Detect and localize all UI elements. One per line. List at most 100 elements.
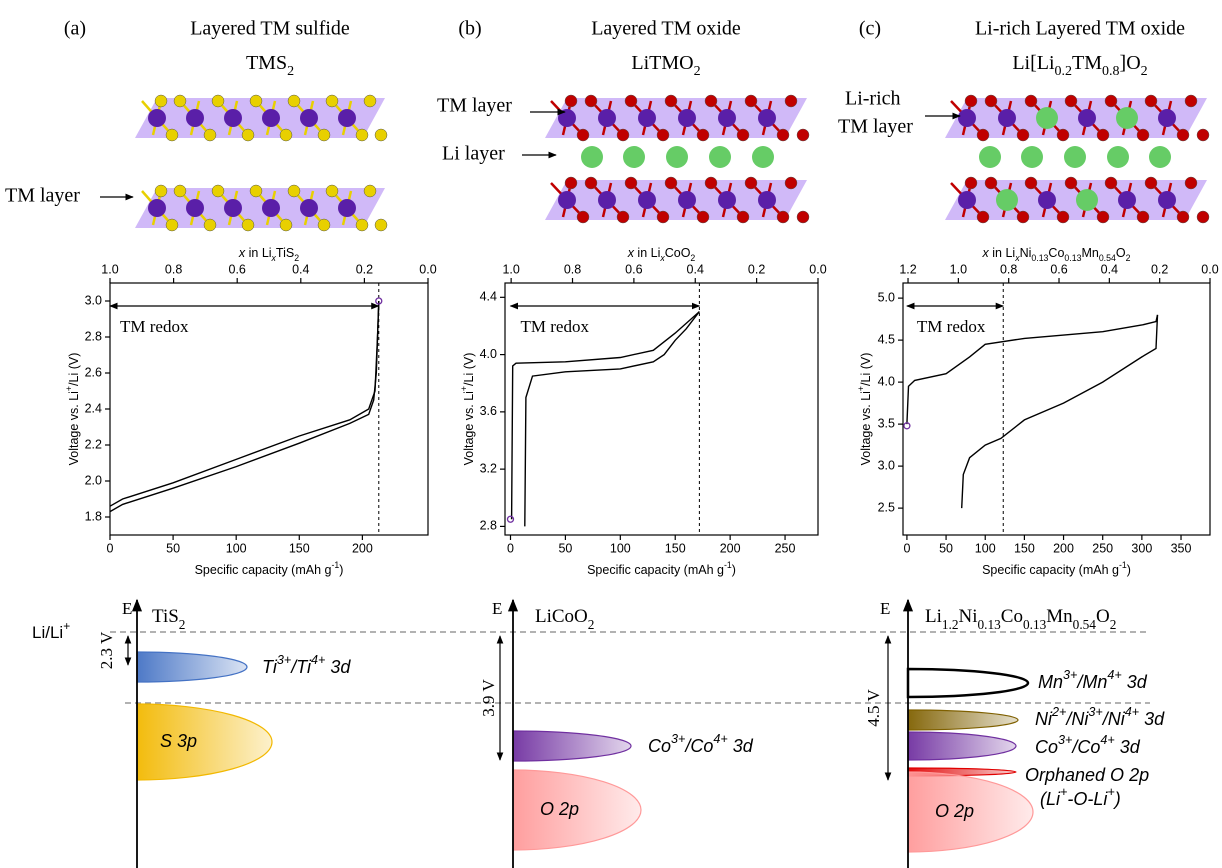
text-part: 4+ xyxy=(1100,733,1114,747)
text-part: 1.2 xyxy=(942,617,959,632)
anion xyxy=(1104,94,1118,108)
tm-atom xyxy=(958,109,976,127)
x2-tick-label: 1.2 xyxy=(899,262,916,276)
x-axis-label: Specific capacity (mAh g-1) xyxy=(982,560,1131,577)
anion xyxy=(796,210,810,224)
anion xyxy=(1016,128,1030,142)
energy-axis-label: E xyxy=(880,599,890,618)
anion xyxy=(584,94,598,108)
text-part: Co xyxy=(1001,606,1023,627)
text-part: 0.13 xyxy=(978,617,1002,632)
text-part: -O-Li xyxy=(1067,789,1108,809)
anion xyxy=(1064,176,1078,190)
anion xyxy=(576,128,590,142)
text-part: x xyxy=(271,253,277,263)
anion xyxy=(279,218,293,232)
li-atom xyxy=(752,146,774,168)
text-part: 2 xyxy=(294,253,299,263)
tm-atom xyxy=(1118,191,1136,209)
text-part: Specific capacity (mAh g xyxy=(982,563,1119,577)
compound: LiCoO2 xyxy=(535,606,594,631)
text-part: 2 xyxy=(694,64,701,79)
anion xyxy=(564,176,578,190)
layer-label: TM layer xyxy=(5,185,80,207)
band-label: Co3+/Co4+ 3d xyxy=(648,732,754,755)
li-atom xyxy=(1107,146,1129,168)
anion xyxy=(784,176,798,190)
text-part: 2 xyxy=(287,64,294,79)
y-tick-label: 3.5 xyxy=(878,416,895,430)
panel-formula: LiTMO2 xyxy=(631,52,700,79)
panel-title: Layered TM sulfide xyxy=(190,18,350,40)
text-part: x xyxy=(659,253,665,263)
text-part: ) xyxy=(1113,789,1121,809)
anion xyxy=(736,210,750,224)
text-part: 3d xyxy=(728,736,754,756)
tm-atom xyxy=(148,109,166,127)
marker xyxy=(506,515,515,523)
li-atom xyxy=(623,146,645,168)
compound: Li1.2Ni0.13Co0.13Mn0.54O2 xyxy=(925,606,1116,631)
x2-axis-label: x in LixCoO2 xyxy=(627,246,696,263)
anion xyxy=(173,94,187,108)
text-part: -1 xyxy=(1119,560,1127,570)
anion xyxy=(241,218,255,232)
x-tick-label: 100 xyxy=(226,541,247,555)
text-part: Voltage vs. Li xyxy=(462,391,476,465)
band-label: (Li+-O-Li+) xyxy=(1040,785,1121,808)
text-part: ]O xyxy=(1120,52,1141,74)
x2-tick-label: 0.8 xyxy=(165,262,182,276)
x-tick-label: 200 xyxy=(352,541,373,555)
x2-tick-label: 0.0 xyxy=(419,262,436,276)
anion xyxy=(664,176,678,190)
anion xyxy=(1176,210,1190,224)
anion xyxy=(564,94,578,108)
tm-atom xyxy=(598,191,616,209)
y-tick-label: 2.0 xyxy=(85,473,102,487)
x-tick-label: 0 xyxy=(107,541,114,555)
anion xyxy=(736,128,750,142)
anion xyxy=(624,94,638,108)
text-part: 2 xyxy=(1141,64,1148,79)
anion xyxy=(241,128,255,142)
tm-atom xyxy=(678,109,696,127)
anion xyxy=(203,128,217,142)
anion xyxy=(317,128,331,142)
x2-axis-label: x in LixNi0.13Co0.13Mn0.54O2 xyxy=(982,246,1131,263)
anion xyxy=(165,218,179,232)
text-part: 3d xyxy=(325,657,351,677)
anion xyxy=(624,176,638,190)
text-part: Co xyxy=(648,736,671,756)
tm-atom xyxy=(638,191,656,209)
x-tick-label: 150 xyxy=(289,541,310,555)
anion xyxy=(211,184,225,198)
text-part: 0.13 xyxy=(1064,253,1081,263)
text-part: Orphaned O 2p xyxy=(1025,765,1149,785)
text-part: + xyxy=(459,386,469,391)
x-tick-label: 100 xyxy=(975,541,996,555)
curve xyxy=(906,314,1159,425)
tm-atom xyxy=(998,109,1016,127)
y-tick-label: 2.2 xyxy=(85,437,102,451)
text-part: Li[Li xyxy=(1012,52,1055,74)
panel-label: (b) xyxy=(458,18,481,40)
text-part: 3d xyxy=(1139,709,1165,729)
text-part: + xyxy=(1060,785,1067,799)
x2-tick-label: 0.8 xyxy=(564,262,581,276)
text-part: + xyxy=(1107,785,1114,799)
panel-formula: Li[Li0.2TM0.8]O2 xyxy=(1012,52,1147,79)
text-part: Li xyxy=(925,606,942,627)
anion xyxy=(1096,128,1110,142)
layer-label: TM layer xyxy=(437,95,512,117)
text-part: 0.54 xyxy=(1099,253,1116,263)
li-atom xyxy=(1149,146,1171,168)
anion xyxy=(1064,94,1078,108)
curve xyxy=(109,300,380,513)
anion xyxy=(1104,176,1118,190)
y-tick-label: 2.5 xyxy=(878,500,895,514)
tm-atom xyxy=(300,199,318,217)
tm-atom xyxy=(1078,109,1096,127)
x2-tick-label: 0.6 xyxy=(625,262,642,276)
x-tick-label: 50 xyxy=(939,541,953,555)
